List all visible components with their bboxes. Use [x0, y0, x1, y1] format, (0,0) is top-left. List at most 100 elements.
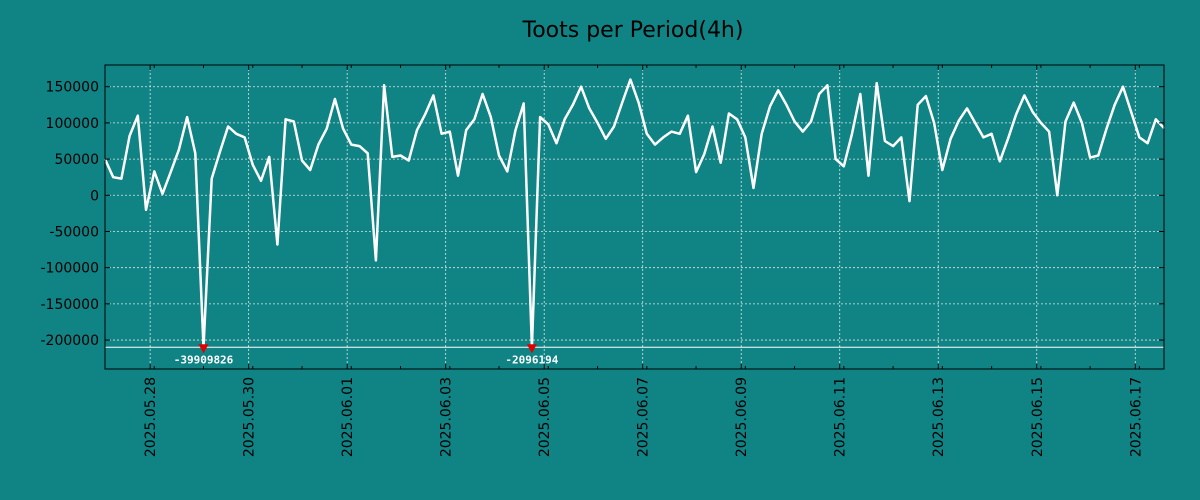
- data-point: [1113, 104, 1116, 106]
- data-point: [785, 104, 788, 106]
- grid-lines: [105, 65, 1164, 369]
- y-tick-label: -100000: [41, 261, 100, 277]
- data-point: [646, 132, 648, 135]
- data-point: [1122, 85, 1124, 88]
- data-point: [325, 127, 328, 130]
- data-point: [621, 101, 623, 104]
- data-point: [112, 176, 115, 178]
- chart-title: Toots per Period(4h): [522, 18, 744, 43]
- x-tick-label: 2025.06.03: [439, 377, 455, 457]
- data-point: [580, 85, 582, 88]
- data-point: [908, 200, 911, 202]
- data-point: [999, 160, 1001, 163]
- data-point: [1048, 130, 1050, 133]
- y-tick-label: 0: [90, 188, 99, 204]
- data-point: [210, 177, 213, 180]
- x-tick-label: 2025.05.30: [242, 377, 258, 457]
- x-tick-label: 2025.06.09: [734, 377, 750, 457]
- data-point: [465, 129, 468, 131]
- data-point: [925, 95, 927, 97]
- y-tick-label: 100000: [46, 116, 99, 132]
- data-point: [851, 132, 853, 135]
- data-point: [867, 174, 870, 177]
- data-point: [744, 136, 747, 139]
- data-point: [859, 93, 862, 95]
- data-point: [358, 145, 361, 147]
- axis-ticks: -200000 -150000 -100000 -50000 0 50000 100000 1…: [41, 65, 1164, 457]
- data-point: [178, 148, 180, 151]
- data-point: [186, 116, 188, 118]
- data-point: [719, 161, 722, 164]
- data-point: [1015, 113, 1018, 116]
- data-point: [243, 136, 246, 139]
- data-point: [728, 112, 730, 115]
- data-point: [801, 130, 804, 133]
- data-point: [826, 84, 829, 87]
- data-point: [169, 171, 172, 173]
- data-point: [522, 102, 525, 105]
- data-point: [604, 138, 607, 140]
- data-point: [383, 84, 385, 87]
- data-point: [539, 116, 541, 118]
- data-point: [1089, 156, 1091, 159]
- x-tick-label: 2025.06.15: [1030, 377, 1046, 457]
- data-point: [506, 170, 509, 173]
- data-point: [1105, 127, 1108, 130]
- series-line: [103, 78, 1165, 349]
- data-point: [481, 93, 484, 95]
- data-point: [514, 129, 517, 131]
- data-point: [629, 78, 632, 81]
- data-point: [1081, 122, 1083, 124]
- data-point: [843, 165, 845, 168]
- data-point: [120, 177, 123, 180]
- data-point: [161, 193, 164, 195]
- data-point: [128, 135, 131, 137]
- data-point: [498, 154, 500, 157]
- data-point: [1130, 111, 1132, 113]
- data-point: [834, 158, 837, 160]
- data-point: [752, 187, 755, 189]
- data-point: [711, 125, 714, 128]
- x-tick-label: 2025.05.28: [143, 377, 159, 457]
- data-point: [1097, 154, 1100, 157]
- data-point: [818, 93, 821, 95]
- data-point: [137, 114, 139, 117]
- data-point: [1064, 120, 1067, 123]
- data-point: [407, 159, 410, 162]
- data-point: [941, 169, 944, 171]
- data-point: [309, 169, 312, 171]
- data-point: [687, 114, 689, 117]
- data-point: [637, 101, 640, 104]
- data-point: [1031, 111, 1034, 113]
- data-point: [1146, 142, 1149, 144]
- data-point: [563, 118, 566, 121]
- data-point: [974, 122, 976, 124]
- data-point: [284, 118, 287, 121]
- data-point: [1072, 101, 1075, 104]
- data-point: [153, 170, 156, 173]
- outlier-markers: -39909826 -2096194: [174, 344, 559, 366]
- y-tick-label: 50000: [54, 152, 99, 168]
- data-point: [1023, 94, 1026, 97]
- data-point: [219, 151, 221, 153]
- data-point: [276, 243, 279, 246]
- data-point: [572, 104, 574, 106]
- data-point: [342, 127, 344, 130]
- data-point: [662, 136, 665, 139]
- data-point: [350, 143, 353, 146]
- series-layer: [103, 78, 1165, 349]
- outlier-label: -39909826: [174, 353, 234, 366]
- data-point: [982, 136, 985, 139]
- x-tick-label: 2025.06.05: [537, 377, 553, 457]
- data-point: [916, 104, 919, 106]
- data-point: [555, 142, 558, 144]
- data-point: [933, 122, 935, 124]
- data-point: [588, 107, 591, 110]
- data-point: [777, 89, 779, 92]
- data-point: [678, 132, 681, 135]
- data-point: [875, 82, 878, 84]
- outlier-marker: [198, 344, 209, 354]
- data-point: [1056, 194, 1059, 197]
